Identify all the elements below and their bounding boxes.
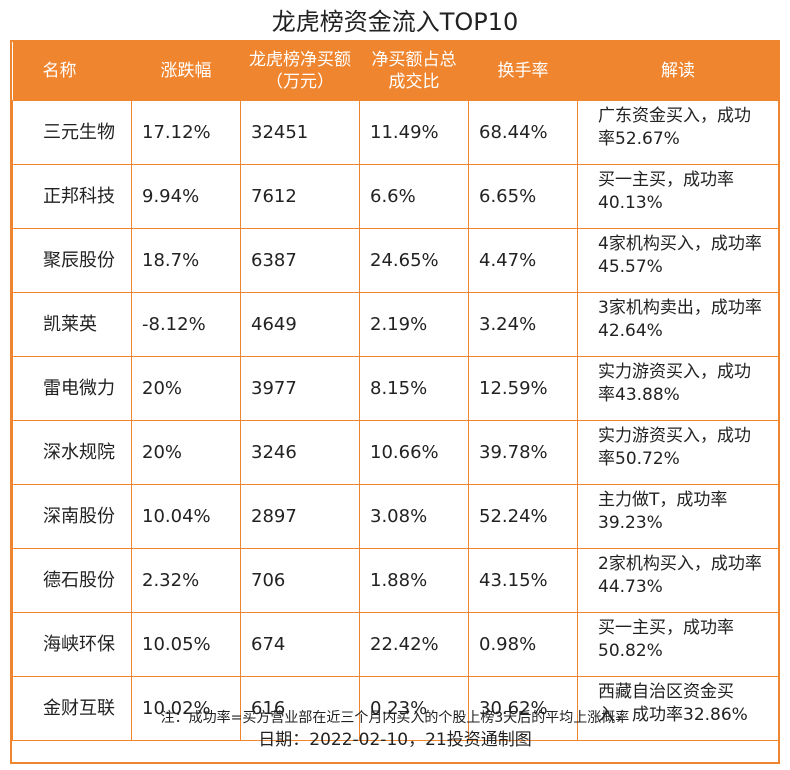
change-cell: 17.12% bbox=[131, 100, 241, 165]
change-cell: 9.94% bbox=[131, 164, 241, 229]
table-row: 德石股份 2.32% 706 1.88% 43.15% 2家机构买入，成功率44… bbox=[12, 548, 779, 613]
table-row: 凯莱英 -8.12% 4649 2.19% 3.24% 3家机构卖出，成功率42… bbox=[12, 292, 779, 357]
change-cell: 18.7% bbox=[131, 228, 241, 293]
turnover-cell: 68.44% bbox=[468, 100, 578, 165]
change-cell: 10.02% bbox=[131, 676, 241, 741]
ratio-cell: 22.42% bbox=[359, 612, 469, 677]
net-buy-cell: 7612 bbox=[240, 164, 360, 229]
change-cell: 20% bbox=[131, 356, 241, 421]
table-row: 聚辰股份 18.7% 6387 24.65% 4.47% 4家机构买入，成功率4… bbox=[12, 228, 779, 293]
stock-name: 深水规院 bbox=[12, 420, 132, 485]
table-frame: 名称 涨跌幅 龙虎榜净买额（万元） 净买额占总成交比 换手率 解读 三元生物 1… bbox=[10, 40, 780, 764]
net-buy-cell: 32451 bbox=[240, 100, 360, 165]
change-cell: -8.12% bbox=[131, 292, 241, 357]
stock-name: 三元生物 bbox=[12, 100, 132, 165]
stock-name: 雷电微力 bbox=[12, 356, 132, 421]
stock-name: 金财互联 bbox=[12, 676, 132, 741]
note-cell: 主力做T，成功率39.23% bbox=[577, 484, 779, 549]
change-cell: 10.04% bbox=[131, 484, 241, 549]
table-row: 深南股份 10.04% 2897 3.08% 52.24% 主力做T，成功率39… bbox=[12, 484, 779, 549]
stock-name: 正邦科技 bbox=[12, 164, 132, 229]
turnover-cell: 6.65% bbox=[468, 164, 578, 229]
table-row: 深水规院 20% 3246 10.66% 39.78% 实力游资买入，成功率50… bbox=[12, 420, 779, 485]
turnover-cell: 4.47% bbox=[468, 228, 578, 293]
turnover-cell: 43.15% bbox=[468, 548, 578, 613]
footnote: 注：成功率=买方营业部在近三个月内买入的个股上榜3天后的平均上涨概率 bbox=[160, 710, 630, 726]
note-cell: 实力游资买入，成功率50.72% bbox=[577, 420, 779, 485]
net-buy-cell: 706 bbox=[240, 548, 360, 613]
stock-name: 深南股份 bbox=[12, 484, 132, 549]
turnover-cell: 3.24% bbox=[468, 292, 578, 357]
header-net-buy: 龙虎榜净买额（万元） bbox=[240, 42, 360, 101]
note-cell: 2家机构买入，成功率44.73% bbox=[577, 548, 779, 613]
net-buy-cell: 3246 bbox=[240, 420, 360, 485]
net-buy-cell: 2897 bbox=[240, 484, 360, 549]
note-cell: 3家机构卖出，成功率42.64% bbox=[577, 292, 779, 357]
table-header-row: 名称 涨跌幅 龙虎榜净买额（万元） 净买额占总成交比 换手率 解读 bbox=[12, 42, 779, 101]
table-row: 海峡环保 10.05% 674 22.42% 0.98% 买一主买，成功率50.… bbox=[12, 612, 779, 677]
note-cell: 西藏自治区资金买入，成功率32.86% bbox=[577, 676, 779, 741]
ratio-cell: 2.19% bbox=[359, 292, 469, 357]
table-footer: 注：成功率=买方营业部在近三个月内买入的个股上榜3天后的平均上涨概率 日期：20… bbox=[12, 708, 778, 752]
stock-name: 海峡环保 bbox=[12, 612, 132, 677]
stock-name: 聚辰股份 bbox=[12, 228, 132, 293]
note-cell: 买一主买，成功率40.13% bbox=[577, 164, 779, 229]
change-cell: 2.32% bbox=[131, 548, 241, 613]
change-cell: 10.05% bbox=[131, 612, 241, 677]
header-name: 名称 bbox=[12, 42, 132, 101]
note-cell: 4家机构买入，成功率45.57% bbox=[577, 228, 779, 293]
ratio-cell: 3.08% bbox=[359, 484, 469, 549]
net-buy-cell: 674 bbox=[240, 612, 360, 677]
net-buy-cell: 4649 bbox=[240, 292, 360, 357]
header-ratio: 净买额占总成交比 bbox=[359, 42, 469, 101]
table-row: 金财互联 10.02% 616 0.23% 30.62% 西藏自治区资金买入，成… bbox=[12, 676, 779, 741]
turnover-cell: 52.24% bbox=[468, 484, 578, 549]
ratio-cell: 11.49% bbox=[359, 100, 469, 165]
turnover-cell: 0.98% bbox=[468, 612, 578, 677]
note-cell: 广东资金买入，成功率52.67% bbox=[577, 100, 779, 165]
table-row: 雷电微力 20% 3977 8.15% 12.59% 实力游资买入，成功率43.… bbox=[12, 356, 779, 421]
note-cell: 实力游资买入，成功率43.88% bbox=[577, 356, 779, 421]
table-row: 三元生物 17.12% 32451 11.49% 68.44% 广东资金买入，成… bbox=[12, 100, 779, 165]
turnover-cell: 12.59% bbox=[468, 356, 578, 421]
fund-inflow-table: 名称 涨跌幅 龙虎榜净买额（万元） 净买额占总成交比 换手率 解读 三元生物 1… bbox=[12, 42, 779, 741]
header-change: 涨跌幅 bbox=[131, 42, 241, 101]
ratio-cell: 6.6% bbox=[359, 164, 469, 229]
header-note: 解读 bbox=[577, 42, 779, 101]
ratio-cell: 0.23% bbox=[359, 676, 469, 741]
net-buy-cell: 3977 bbox=[240, 356, 360, 421]
ratio-cell: 10.66% bbox=[359, 420, 469, 485]
ratio-cell: 8.15% bbox=[359, 356, 469, 421]
page-title: 龙虎榜资金流入TOP10 bbox=[271, 8, 519, 36]
net-buy-cell: 6387 bbox=[240, 228, 360, 293]
stock-name: 德石股份 bbox=[12, 548, 132, 613]
ratio-cell: 1.88% bbox=[359, 548, 469, 613]
stock-name: 凯莱英 bbox=[12, 292, 132, 357]
change-cell: 20% bbox=[131, 420, 241, 485]
ratio-cell: 24.65% bbox=[359, 228, 469, 293]
table-row: 正邦科技 9.94% 7612 6.6% 6.65% 买一主买，成功率40.13… bbox=[12, 164, 779, 229]
date-credit: 日期：2022-02-10，21投资通制图 bbox=[258, 730, 532, 750]
turnover-cell: 39.78% bbox=[468, 420, 578, 485]
note-cell: 买一主买，成功率50.82% bbox=[577, 612, 779, 677]
header-turnover: 换手率 bbox=[468, 42, 578, 101]
